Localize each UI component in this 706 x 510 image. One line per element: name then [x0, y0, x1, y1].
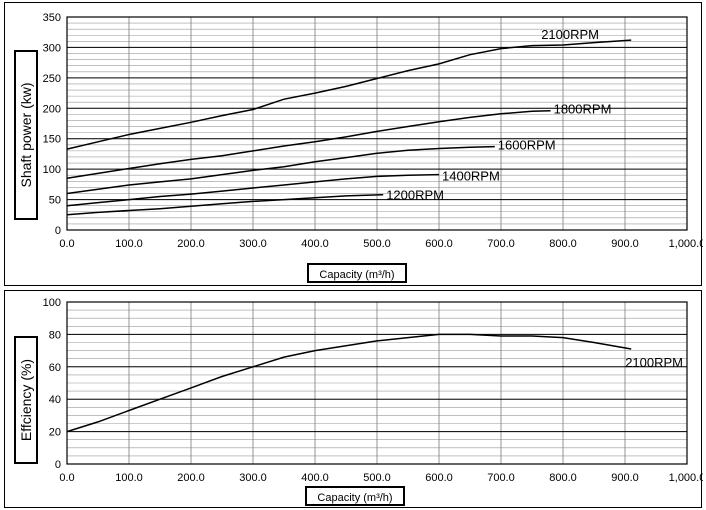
y-axis-label-box [14, 336, 38, 464]
y-tick-label: 40 [49, 394, 61, 406]
x-tick-label: 700.0 [487, 238, 515, 250]
series-label-1400rpm: 1400RPM [442, 169, 500, 184]
series-label-1200rpm: 1200RPM [386, 188, 444, 203]
x-tick-label: 1,000.0 [669, 472, 703, 484]
y-tick-label: 60 [49, 362, 61, 374]
x-tick-label: 100.0 [115, 472, 143, 484]
x-tick-label: 700.0 [487, 472, 515, 484]
y-tick-label: 0 [55, 459, 61, 471]
x-axis-label-box [307, 263, 407, 283]
y-tick-label: 80 [49, 329, 61, 341]
series-line-2100rpm [66, 39, 632, 150]
series-label-2100rpm: 2100RPM [625, 355, 683, 370]
y-tick-label: 300 [43, 42, 61, 54]
series-line-1600rpm [66, 145, 495, 195]
y-tick-label: 250 [43, 73, 61, 85]
x-tick-label: 100.0 [115, 238, 143, 250]
series-line-2100rpm [66, 333, 632, 433]
x-tick-label: 300.0 [239, 238, 267, 250]
x-tick-label: 800.0 [549, 472, 577, 484]
efficiency-chart-panel: 0 20 40 60 80 100 0.0 100.0 200.0 300.0 400.0 500.0… [4, 290, 703, 508]
y-tick-label: 100 [43, 297, 61, 309]
y-tick-label: 200 [43, 103, 61, 115]
x-tick-label: 200.0 [177, 472, 205, 484]
series-line-1800rpm [66, 109, 551, 180]
x-tick-label: 800.0 [549, 238, 577, 250]
x-axis-label: Capacity (m³/h) [319, 269, 394, 281]
y-axis-label-box [14, 50, 38, 220]
plot-frame [66, 301, 688, 465]
efficiency-chart: 0 20 40 60 80 100 0.0 100.0 200.0 300.0 400.0 500.0… [14, 297, 703, 506]
y-tick-label: 50 [49, 195, 61, 207]
series-label-1800rpm: 1800RPM [554, 102, 612, 117]
x-tick-label: 600.0 [425, 238, 453, 250]
x-tick-label: 500.0 [363, 472, 391, 484]
series-label-1600rpm: 1600RPM [498, 138, 556, 153]
x-tick-label: 600.0 [425, 472, 453, 484]
y-axis-label: Effciency (%) [18, 359, 34, 441]
series-line-1400rpm [66, 173, 440, 207]
shaft-power-chart: 0 50 100 150 200 250 300 350 0.0 100.0 200.0 300.0 4… [14, 12, 703, 283]
y-axis-label: Shaft power (kw) [18, 82, 34, 187]
y-tick-label: 100 [43, 164, 61, 176]
series-line-1200rpm [66, 193, 384, 216]
y-tick-label: 150 [43, 134, 61, 146]
x-tick-label: 0.0 [59, 472, 74, 484]
x-tick-label: 0.0 [59, 238, 74, 250]
x-tick-label: 500.0 [363, 238, 391, 250]
x-tick-label: 1,000.0 [669, 238, 703, 250]
x-tick-label: 900.0 [611, 472, 639, 484]
plot-frame [66, 16, 688, 231]
grid-vertical [66, 17, 688, 230]
x-tick-label: 400.0 [301, 472, 329, 484]
x-tick-label: 900.0 [611, 238, 639, 250]
x-axis-label: Capacity (m³/h) [317, 492, 392, 504]
x-axis-label-box [305, 486, 405, 506]
y-tick-label: 20 [49, 427, 61, 439]
x-tick-label: 400.0 [301, 238, 329, 250]
x-tick-label: 300.0 [239, 472, 267, 484]
shaft-power-chart-panel: 0 50 100 150 200 250 300 350 0.0 100.0 200.0 300.0 4… [4, 2, 703, 286]
series-label-2100rpm: 2100RPM [541, 27, 599, 42]
x-tick-label: 200.0 [177, 238, 205, 250]
y-tick-label: 350 [43, 12, 61, 24]
y-tick-label: 0 [55, 225, 61, 237]
